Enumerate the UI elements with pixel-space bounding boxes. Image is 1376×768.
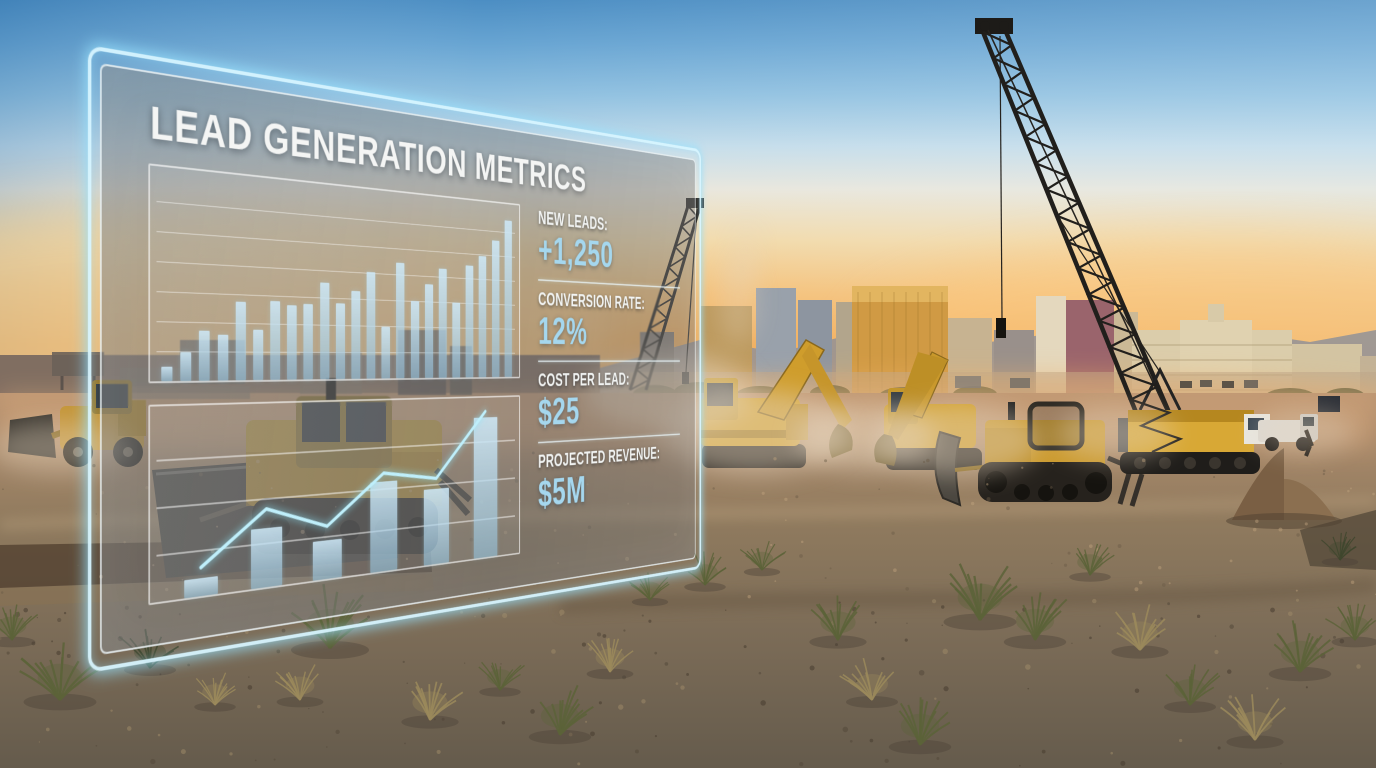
bar	[452, 302, 461, 378]
bar	[366, 271, 376, 379]
stats-column: NEW LEADS: +1,250 CONVERSION RATE: 12% C…	[538, 206, 680, 551]
bar	[410, 300, 419, 379]
dirt-pile	[1226, 429, 1342, 529]
bar	[351, 291, 361, 379]
bar	[303, 304, 314, 380]
shrub	[684, 551, 727, 592]
stat-new-leads: NEW LEADS: +1,250	[538, 208, 680, 279]
shrub	[943, 563, 1018, 631]
bar	[504, 220, 512, 377]
shrub	[194, 672, 236, 712]
bar-chart-bars	[161, 176, 512, 382]
bar	[478, 256, 487, 378]
shrub	[1003, 592, 1068, 650]
stat-value: $25	[538, 389, 580, 434]
bar	[180, 352, 192, 381]
stat-divider	[538, 360, 680, 363]
shrub	[1111, 604, 1169, 659]
shrub	[629, 572, 670, 607]
bar	[235, 301, 246, 381]
stat-conversion-rate: CONVERSION RATE: 12%	[538, 289, 680, 353]
shrub	[586, 638, 634, 680]
bar	[199, 330, 210, 381]
shrub	[401, 681, 464, 729]
charts-column	[148, 163, 521, 606]
bar	[217, 334, 228, 381]
shrubs-layer	[0, 531, 1376, 755]
stat-divider	[538, 433, 680, 444]
bar	[381, 326, 391, 379]
bar	[438, 268, 447, 378]
bar	[270, 301, 281, 380]
shrub	[839, 657, 898, 708]
stat-label: COST PER LEAD:	[538, 369, 630, 391]
bar	[465, 265, 474, 378]
shrub	[478, 661, 525, 697]
shrub	[1220, 694, 1286, 749]
stat-divider	[538, 279, 680, 289]
bar	[287, 305, 297, 380]
bar	[424, 283, 433, 378]
bar	[335, 303, 345, 380]
bar	[319, 282, 330, 380]
shrub	[1268, 620, 1334, 682]
shrub	[0, 604, 39, 648]
shrub	[1321, 531, 1359, 567]
shrub	[1164, 664, 1221, 713]
shrub	[1069, 543, 1115, 582]
boom-lattice	[982, 31, 1184, 453]
bar	[161, 366, 173, 382]
hologram-panel-wrap: LEAD GENERATION METRICS NEW LEADS:	[87, 44, 702, 674]
crane-silhouette	[975, 18, 1270, 474]
trend-line	[150, 397, 519, 603]
trend-polyline	[201, 411, 486, 567]
stat-value: $5M	[538, 468, 587, 515]
lead-metrics-panel: LEAD GENERATION METRICS NEW LEADS:	[87, 44, 702, 674]
shrub	[739, 540, 787, 577]
dust-clouds	[0, 222, 1355, 476]
stat-cost-per-lead: COST PER LEAD: $25	[538, 369, 680, 434]
shrub	[888, 697, 952, 755]
panel-content: NEW LEADS: +1,250 CONVERSION RATE: 12% C…	[148, 163, 680, 606]
bar	[396, 262, 405, 379]
shrub	[809, 595, 867, 649]
stat-value: 12%	[538, 309, 588, 353]
growth-line-chart	[148, 395, 521, 606]
shrub	[528, 684, 594, 745]
shrub	[1325, 603, 1376, 648]
bar	[253, 329, 264, 381]
leads-bar-chart	[148, 163, 521, 384]
shrub	[274, 664, 324, 708]
stat-projected-revenue: PROJECTED REVENUE: $5M	[538, 442, 680, 515]
shrub	[19, 642, 100, 711]
bar	[491, 240, 500, 378]
